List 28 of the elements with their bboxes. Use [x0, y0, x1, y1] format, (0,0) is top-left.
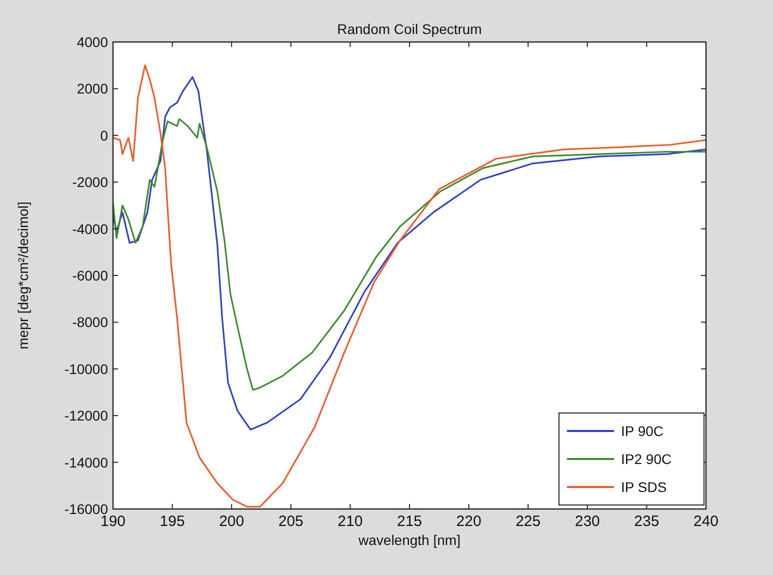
x-tick-label: 215 [396, 513, 422, 530]
x-tick-label: 240 [693, 513, 719, 530]
line-series [113, 118, 706, 391]
x-tick-label: 220 [456, 513, 482, 530]
x-tick-label: 225 [516, 513, 541, 530]
line-series [113, 64, 706, 508]
y-tick-label: 0 [100, 127, 108, 144]
x-axis-title: wavelength [nm] [358, 532, 460, 548]
y-tick-label: -6000 [72, 268, 108, 284]
y-tick-label: -12000 [64, 408, 108, 424]
y-tick-label: -14000 [64, 454, 108, 470]
x-tick-label: 195 [160, 513, 185, 530]
legend-label: IP2 90C [621, 451, 672, 467]
x-tick-label: 230 [574, 513, 600, 530]
y-tick-label: 2000 [76, 80, 108, 97]
x-tick-label: 210 [338, 513, 363, 530]
x-tick-label: 200 [219, 513, 244, 530]
y-tick-label: 4000 [76, 34, 108, 50]
legend-label: IP 90C [621, 423, 664, 439]
y-tick-label: -8000 [72, 314, 108, 330]
y-tick-label: -10000 [64, 360, 108, 377]
legend-label: IP SDS [621, 479, 667, 495]
y-axis-title: mepr [deg*cm²/decimol] [15, 202, 31, 350]
y-tick-label: -4000 [72, 220, 108, 237]
x-tick-label: 205 [278, 513, 304, 530]
y-tick-label: -2000 [72, 174, 108, 190]
x-tick-label: 235 [634, 513, 660, 530]
chart-title: Random Coil Spectrum [337, 21, 482, 37]
